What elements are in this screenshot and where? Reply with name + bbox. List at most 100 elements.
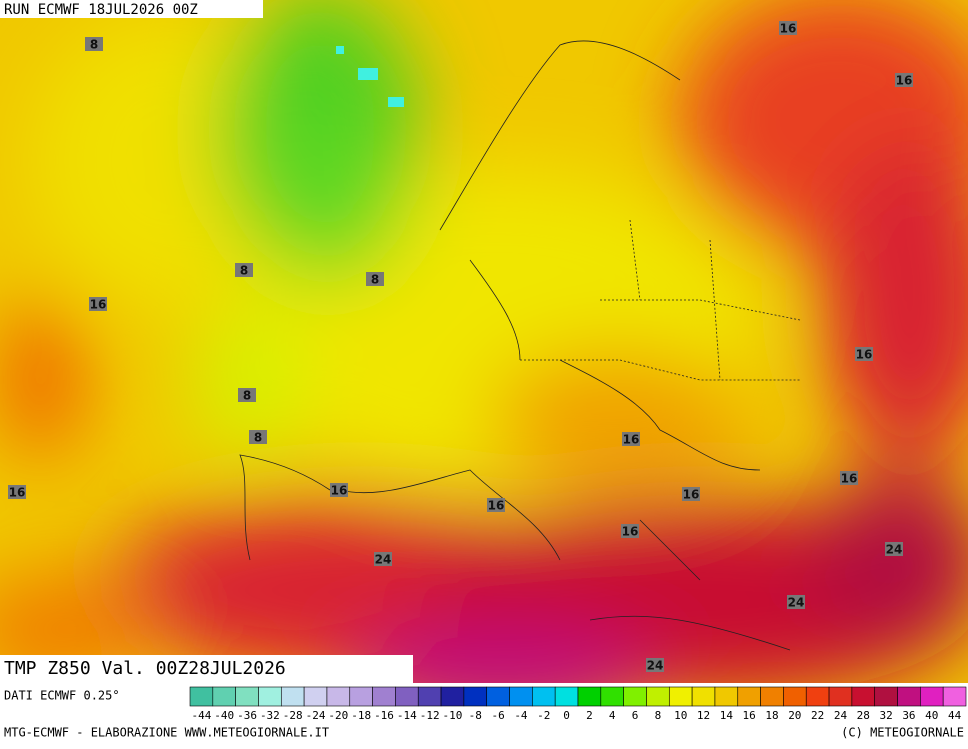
color-swatch	[851, 686, 876, 707]
contour-label: 8	[254, 431, 262, 445]
legend-label: 44	[948, 709, 962, 722]
color-swatch	[874, 686, 898, 707]
contour-label: 24	[647, 659, 664, 673]
legend-label: -10	[443, 709, 463, 722]
contour-label-box	[374, 552, 392, 566]
contour-label: 8	[90, 38, 98, 52]
run-box	[0, 0, 263, 18]
contour-label: 16	[622, 525, 639, 539]
contour-label-box	[885, 542, 903, 556]
color-swatch	[623, 686, 647, 707]
color-swatch	[417, 686, 442, 707]
contour-label-box	[249, 430, 267, 444]
color-legend: -44 -40 -36 -32 -28 -24 -20 -18 -16 -14 -12 -10 -8 -6…	[189, 686, 967, 722]
contour-label-box	[8, 485, 26, 499]
legend-label: 40	[925, 709, 938, 722]
legend-label: 2	[586, 709, 593, 722]
color-swatch	[737, 686, 761, 707]
legend-label: -4	[514, 709, 528, 722]
contour-label: 16	[841, 472, 858, 486]
color-swatch	[783, 686, 807, 707]
temperature-field	[0, 0, 968, 683]
legend-label: -40	[214, 709, 234, 722]
legend-label: -36	[237, 709, 257, 722]
legend-label: -20	[328, 709, 348, 722]
color-swatch	[235, 686, 259, 707]
contour-label-box	[895, 73, 913, 87]
contour-label: 24	[375, 553, 392, 567]
color-swatch	[897, 686, 921, 707]
legend-label: 32	[879, 709, 892, 722]
color-swatch	[920, 686, 944, 707]
color-swatch	[303, 686, 328, 707]
color-swatch	[668, 686, 693, 707]
legend-label: -24	[306, 709, 326, 722]
color-swatch	[395, 686, 419, 707]
legend-label: 36	[902, 709, 915, 722]
contour-label-box	[366, 272, 384, 286]
color-swatch	[509, 686, 533, 707]
contour-label: 8	[243, 389, 251, 403]
legend-label: 24	[834, 709, 848, 722]
contour-label: 8	[240, 264, 248, 278]
legend-label: -14	[397, 709, 417, 722]
map-title: TMP Z850 Val. 00Z28JUL2026	[4, 658, 286, 679]
contour-labels: 8 16 16 8 8 16 16 8 8 16 16 16 16 16 16 16 24 24 24 24	[8, 21, 913, 673]
color-swatch	[942, 686, 967, 707]
legend-label: 16	[743, 709, 756, 722]
contour-label: 16	[9, 486, 26, 500]
legend-label: 0	[563, 709, 570, 722]
color-swatch	[280, 686, 305, 707]
contour-label: 16	[331, 484, 348, 498]
contour-label: 16	[90, 298, 107, 312]
legend-label: -16	[374, 709, 394, 722]
color-swatch	[326, 686, 351, 707]
color-swatch	[805, 686, 830, 707]
legend-label: -12	[420, 709, 440, 722]
contour-label: 24	[886, 543, 903, 557]
contour-label: 8	[371, 273, 379, 287]
legend-label: 14	[720, 709, 734, 722]
color-swatch	[486, 686, 510, 707]
contour-label-box	[621, 524, 639, 538]
legend-label: -18	[351, 709, 371, 722]
contour-label: 16	[780, 22, 797, 36]
contour-label-box	[622, 432, 640, 446]
legend-label: 20	[788, 709, 801, 722]
contour-label-box	[487, 498, 505, 512]
color-swatch	[258, 686, 282, 707]
legend-label: 18	[765, 709, 778, 722]
color-swatch	[349, 686, 373, 707]
coastlines	[239, 40, 801, 651]
legend-label: 12	[697, 709, 710, 722]
color-swatch	[189, 686, 214, 707]
color-swatch	[646, 686, 670, 707]
contour-label: 16	[896, 74, 913, 88]
contour-label-box	[85, 37, 103, 51]
contour-label: 16	[623, 433, 640, 447]
legend-label: 6	[632, 709, 639, 722]
legend-label: 10	[674, 709, 687, 722]
contour-label-box	[330, 483, 348, 497]
legend-label: 28	[857, 709, 870, 722]
contour-label: 16	[683, 488, 700, 502]
color-swatch	[554, 686, 579, 707]
contour-label-box	[840, 471, 858, 485]
cold-spots	[336, 46, 404, 107]
legend-label: 22	[811, 709, 824, 722]
legend-label: -32	[260, 709, 280, 722]
contour-label-box	[682, 487, 700, 501]
contour-label-box	[238, 388, 256, 402]
contour-label-box	[646, 658, 664, 672]
legend-label: -6	[491, 709, 504, 722]
contour-label-box	[779, 21, 797, 35]
contour-label: 24	[788, 596, 805, 610]
color-swatch	[600, 686, 624, 707]
color-swatch	[577, 686, 602, 707]
color-swatch	[463, 686, 488, 707]
run-label: RUN ECMWF 18JUL2026 00Z	[4, 2, 198, 18]
legend-label: 8	[655, 709, 662, 722]
legend-label: -44	[191, 709, 211, 722]
contour-label: 16	[856, 348, 873, 362]
